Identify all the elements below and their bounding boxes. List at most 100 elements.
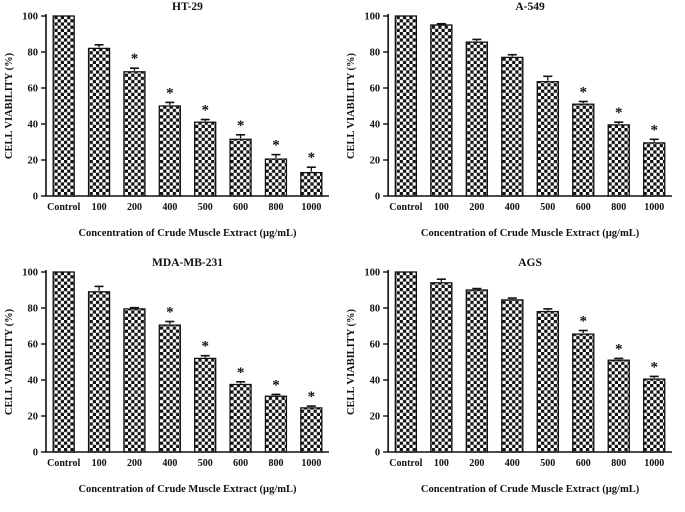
bar-100 [87,291,111,453]
chart-panel-mda-mb-231: MDA-MB-231 0 20 40 60 80 100 Control 100 200 * 400 *… [0,256,342,512]
bar-400 [501,56,524,197]
y-tick-label: 0 [33,192,38,203]
bar-400 [158,324,181,453]
chart-title: MDA-MB-231 [152,257,223,269]
y-tick-label: 0 [375,448,380,459]
y-tick-label: 60 [370,340,381,351]
bar-chart-ht29: HT-29 0 20 40 60 80 100 Control 100 * 200 * 400 * 500 *… [4,1,329,239]
y-axis-label: CELL VIABILITY (%) [346,308,357,415]
x-tick-label: 200 [127,202,142,213]
y-tick-label: 60 [370,84,381,95]
x-tick-label: 1000 [301,202,321,213]
bar-100 [430,282,453,453]
x-tick-label: 600 [576,202,591,213]
x-tick-label: 600 [576,458,591,469]
bar-1000 [300,171,323,197]
y-tick-label: 80 [370,48,381,59]
x-tick-label: 400 [162,458,177,469]
significance-asterisk: * [580,314,588,330]
bar-200 [123,308,146,453]
bar-200 [123,71,146,197]
bar-200 [465,289,489,453]
x-tick-label: 500 [540,202,555,213]
x-tick-label: 600 [233,202,248,213]
chart-panel-ht29: HT-29 0 20 40 60 80 100 Control 100 * 200 * 400 * 500 *… [0,0,342,256]
chart-panel-a549: A-549 0 20 40 60 80 100 Control 100 200 400 500 * 600… [342,0,685,256]
x-axis-label: Concentration of Crude Muscle Extract (µ… [78,228,297,239]
bar-control [52,271,75,453]
x-tick-label: 600 [233,458,248,469]
x-tick-label: 1000 [644,458,664,469]
y-axis-label: CELL VIABILITY (%) [346,52,357,159]
x-axis-label: Concentration of Crude Muscle Extract (µ… [421,484,640,495]
y-tick-label: 20 [370,156,381,167]
x-tick-label: 500 [198,202,213,213]
bar-500 [194,121,217,197]
x-tick-label: 200 [469,202,484,213]
significance-asterisk: * [272,377,280,393]
x-tick-label: Control [47,458,80,469]
y-tick-label: 80 [28,304,39,315]
bar-600 [572,333,595,453]
bar-400 [158,105,181,197]
significance-asterisk: * [166,305,174,321]
x-tick-label: 200 [127,458,142,469]
y-tick-label: 20 [28,156,39,167]
y-tick-label: 80 [28,48,39,59]
x-tick-label: 500 [198,458,213,469]
x-axis-label: Concentration of Crude Muscle Extract (µ… [421,228,640,239]
bar-800 [607,124,630,197]
bar-800 [607,359,630,453]
bar-control [394,271,418,453]
chart-title: HT-29 [172,1,203,13]
y-tick-label: 0 [33,448,38,459]
chart-title: A-549 [515,1,545,13]
x-tick-label: 800 [268,202,283,213]
bar-control [52,15,75,197]
bar-600 [572,103,595,197]
bar-400 [501,299,524,453]
bar-1000 [643,378,666,453]
significance-asterisk: * [237,118,245,134]
bar-500 [536,310,559,453]
y-tick-label: 40 [370,376,381,387]
y-tick-label: 0 [375,192,380,203]
bar-500 [194,357,217,453]
bar-chart-ags: AGS 0 20 40 60 80 100 Control 100 200 400 500 * 600 * 8… [346,257,672,495]
bar-600 [229,383,252,453]
y-tick-label: 100 [364,12,380,23]
x-tick-label: 400 [505,458,520,469]
y-axis-label: CELL VIABILITY (%) [4,308,15,415]
x-tick-label: 1000 [644,202,664,213]
significance-asterisk: * [131,51,139,67]
y-tick-label: 100 [364,268,380,279]
bar-200 [465,41,489,197]
x-tick-label: 100 [92,202,107,213]
x-tick-label: 500 [540,458,555,469]
bar-100 [87,47,111,197]
bar-1000 [643,142,666,197]
y-tick-label: 100 [22,268,38,279]
significance-asterisk: * [650,359,658,375]
significance-asterisk: * [201,103,209,119]
y-tick-label: 60 [28,340,39,351]
significance-asterisk: * [615,341,623,357]
x-tick-label: 400 [162,202,177,213]
x-tick-label: 100 [434,458,449,469]
y-tick-label: 40 [28,376,39,387]
y-tick-label: 20 [28,412,39,423]
significance-asterisk: * [308,389,316,405]
bar-800 [264,158,288,197]
y-tick-label: 80 [370,304,381,315]
significance-asterisk: * [166,85,174,101]
x-tick-label: 400 [505,202,520,213]
bar-1000 [300,407,323,453]
significance-asterisk: * [308,150,316,166]
y-tick-label: 100 [22,12,38,23]
y-tick-label: 20 [370,412,381,423]
x-axis-label: Concentration of Crude Muscle Extract (µ… [78,484,297,495]
x-tick-label: Control [47,202,80,213]
bar-500 [536,81,559,197]
bar-600 [229,138,252,197]
